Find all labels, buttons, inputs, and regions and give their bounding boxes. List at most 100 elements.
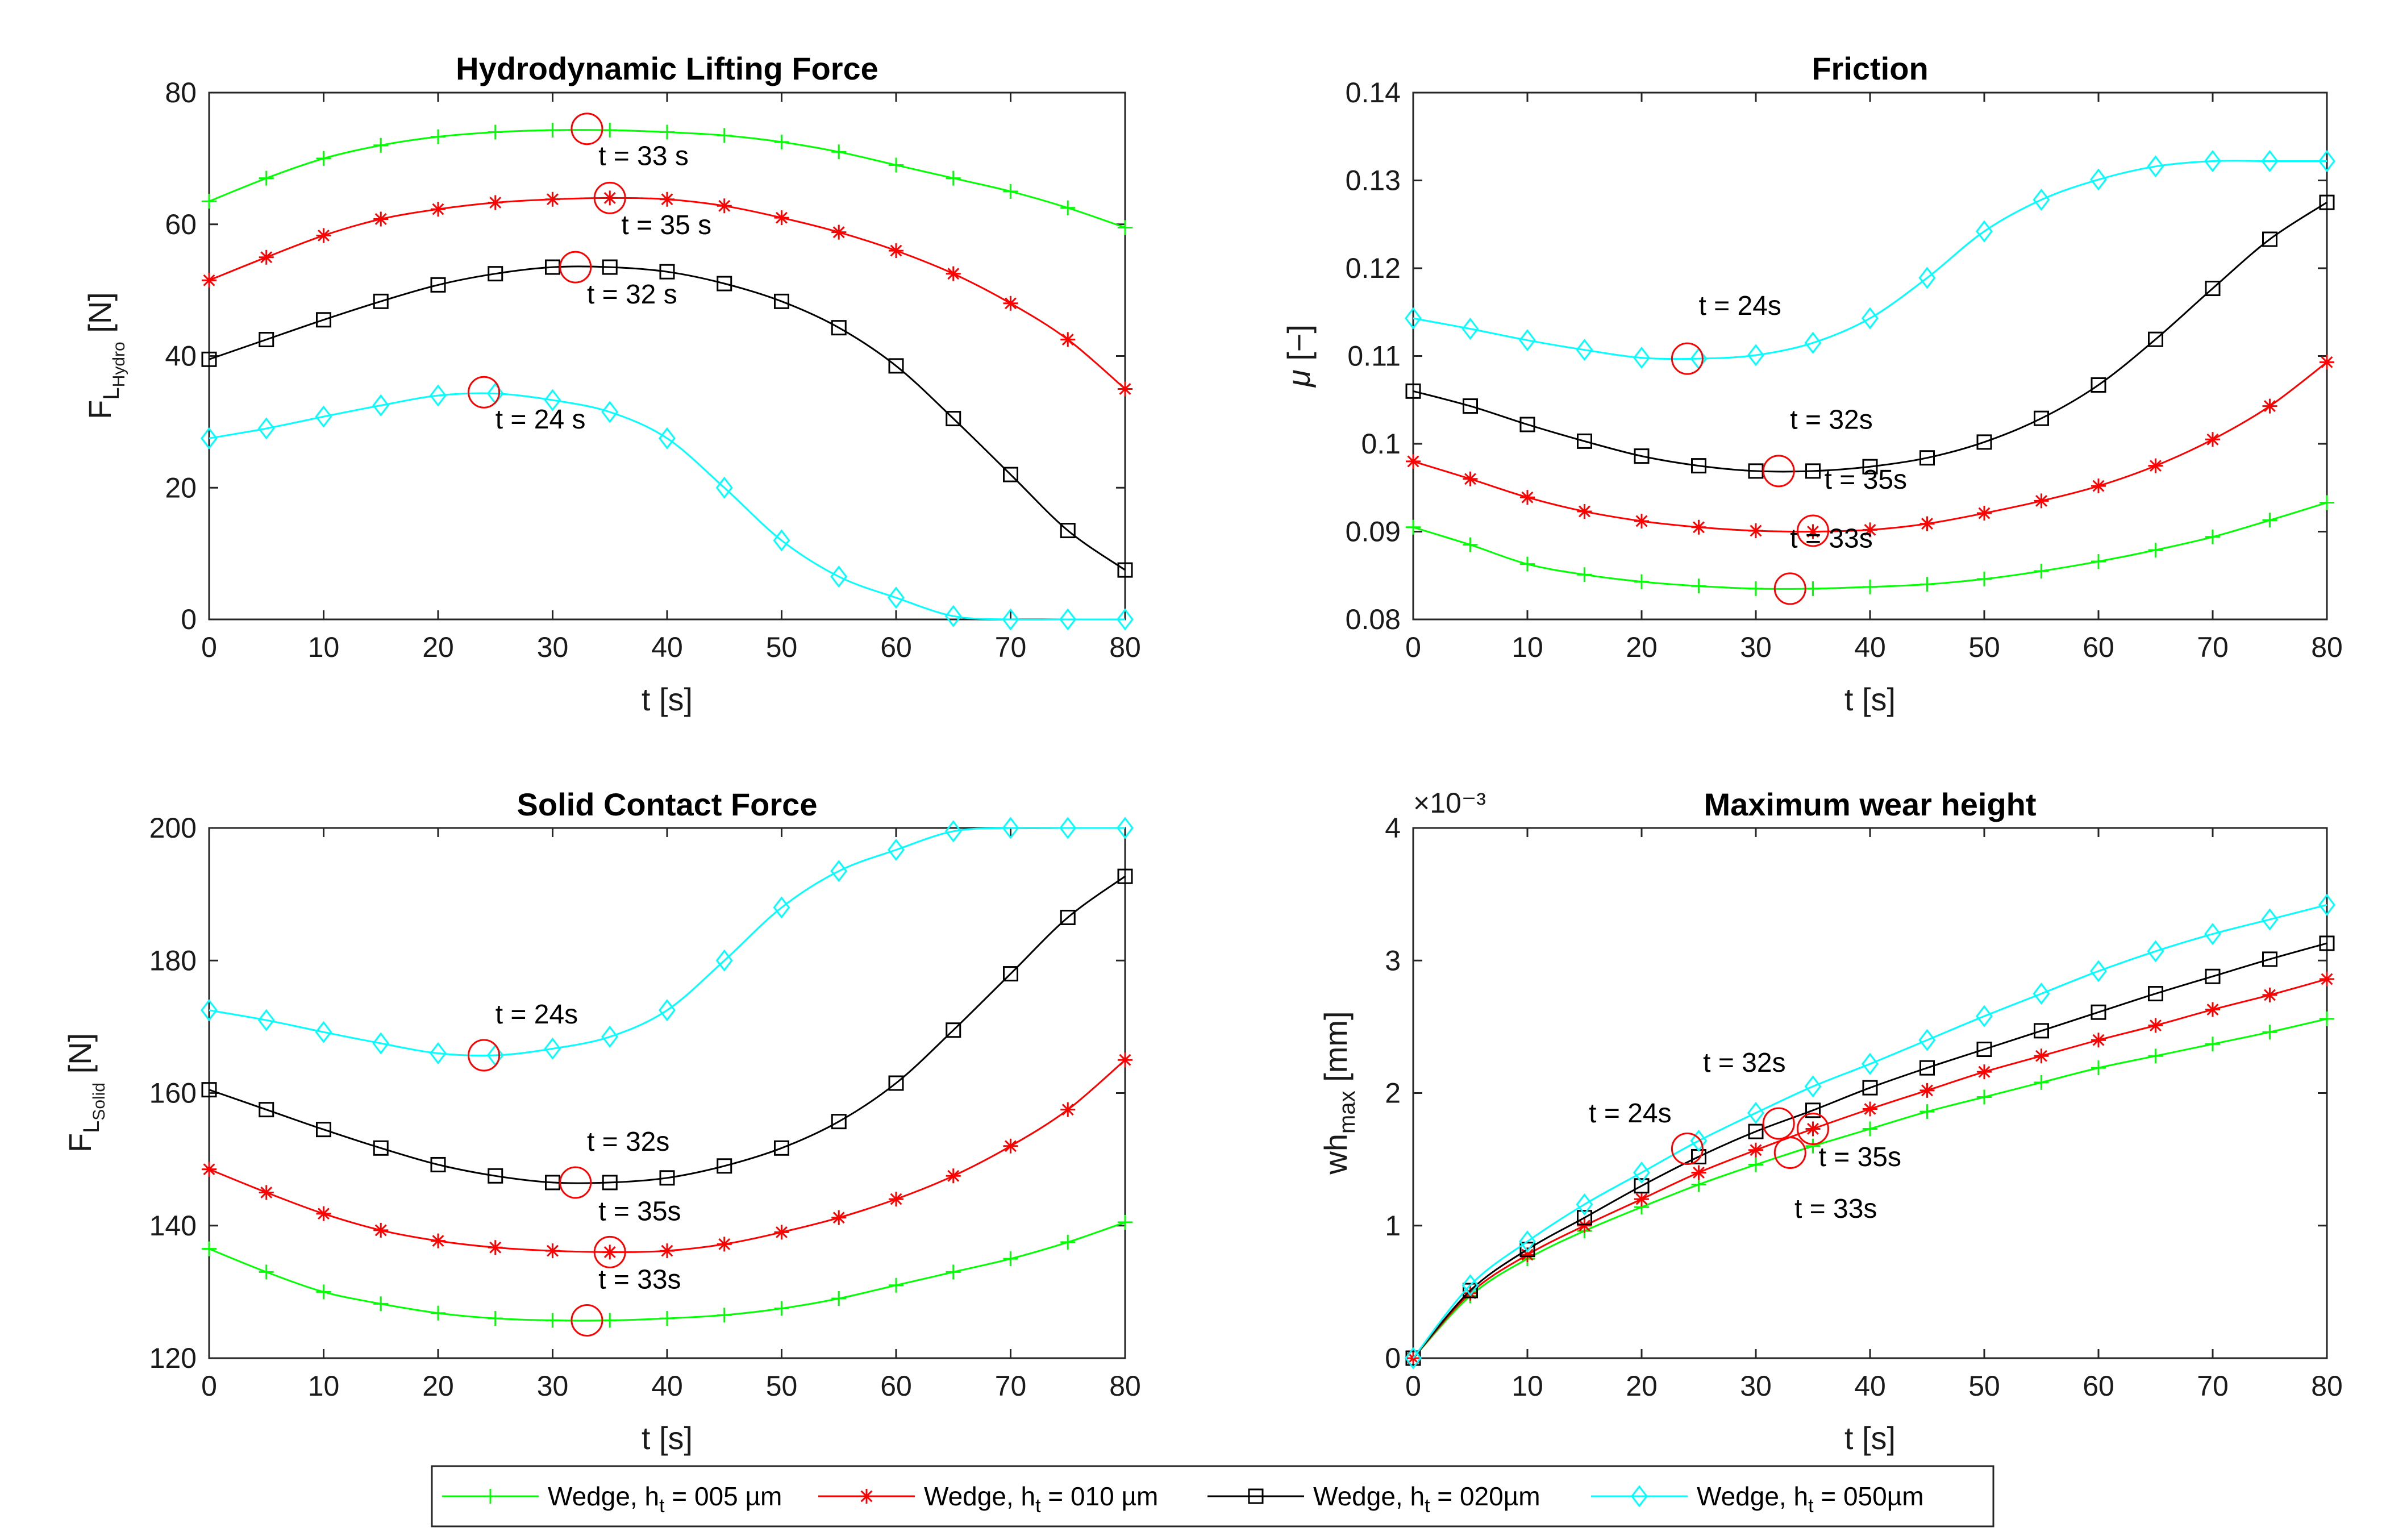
y-tick-label: 4 [1385,812,1401,844]
data-point [2320,971,2334,987]
data-point [1059,608,1077,631]
data-point [1463,1285,1478,1301]
y-axis-ticks: 0 1 2 3 4 [1385,812,2327,1374]
optimum-label: t = 33s [1794,1194,1877,1224]
data-point [1406,453,1421,469]
optimum-label: t = 35s [1825,465,1907,495]
x-axis-ticks: 0 10 20 30 40 50 60 70 80 [1405,828,2343,1402]
data-point [1520,490,1535,505]
x-tick-label: 60 [880,631,912,663]
data-point [545,1313,560,1328]
y-tick-label: 2 [1385,1077,1401,1109]
optimum-label: t = 32s [587,1127,669,1157]
data-point [1060,332,1076,347]
data-point [889,1277,903,1293]
series-2 [202,190,1132,397]
data-point [1634,574,1649,589]
data-point [373,293,389,309]
series-line [1412,904,2327,1359]
data-point [2091,1060,2106,1076]
x-tick-label: 0 [1405,1370,1421,1402]
data-point [888,1075,904,1091]
data-point [2033,189,2050,211]
x-tick-label: 10 [1511,1370,1543,1402]
x-tick-label: 10 [1511,631,1543,663]
data-point [1633,347,1650,369]
data-point [2091,554,2106,569]
data-point [660,1311,674,1326]
data-point [774,134,789,149]
data-point [1003,1251,1018,1267]
data-point [373,211,389,227]
series-line [209,827,1125,1057]
data-point [545,192,560,207]
data-point [1117,562,1133,578]
data-point [1577,1210,1592,1226]
series-line [1412,942,2327,1359]
data-point [946,411,961,427]
optimum-circle [1671,342,1704,375]
data-point [2261,908,2279,931]
data-point [715,476,733,499]
data-point [1060,200,1076,215]
annotations: t = 33 s t = 35 s t = 32 s t = 24 s [468,113,711,435]
data-point [1805,581,1821,596]
data-point [1002,608,1019,631]
legend-label: Wedge, ht = 050µm [1697,1481,1924,1517]
data-point [1804,331,1822,354]
data-point [1577,433,1592,449]
data-point [715,949,733,972]
series-line [209,875,1126,1184]
data-point [373,1140,389,1156]
annotations: t = 24s t = 32s t = 35s t = 33s [468,1000,681,1337]
data-point [2034,493,2049,509]
data-point [1691,519,1706,535]
y-tick-label: 0.08 [1346,603,1401,635]
data-point [830,860,848,883]
data-point [1463,398,1478,414]
series-line [1413,201,2327,473]
data-point [1919,1060,1935,1076]
chart-title: Friction [1812,51,1928,86]
data-point [946,1264,961,1280]
optimum-circle [593,1235,626,1268]
y-tick-label: 0.09 [1346,516,1401,548]
x-axis-ticks: 0 10 20 30 40 50 60 70 80 [201,93,1141,663]
data-point [1805,1102,1821,1118]
data-point [1691,1165,1706,1180]
data-point [831,320,847,336]
data-point [1748,1123,1764,1139]
data-point [545,1243,560,1259]
data-point [2091,1033,2106,1048]
x-axis-label: t [s] [642,1420,693,1456]
data-point [944,605,962,627]
optimum-label: t = 33s [598,1265,681,1295]
data-point [717,1158,732,1174]
legend-entry-4: Wedge, ht = 050µm [1591,1481,1924,1517]
series-lines [1405,893,2335,1370]
data-point [946,170,961,186]
data-point [259,1102,274,1118]
data-point [660,192,674,207]
y-tick-label: 0.14 [1346,77,1401,109]
data-point [1748,1157,1763,1172]
data-point [2091,1004,2106,1020]
data-point [1633,1161,1650,1184]
data-point [2205,529,2220,544]
y-tick-label: 20 [165,472,197,503]
data-point [659,264,675,280]
y-tick-label: 0 [1385,1342,1401,1374]
data-point [2034,1023,2049,1039]
data-point [2205,1037,2220,1052]
x-axis-ticks: 0 10 20 30 40 50 60 70 80 [1405,93,2343,663]
data-point [888,358,904,374]
optimum-label: t = 32 s [587,280,677,310]
data-point [430,384,447,407]
data-point [774,293,789,309]
optimum-label: t = 32s [1790,405,1872,435]
data-point [1519,417,1535,432]
data-point [316,151,331,166]
data-point [1118,220,1132,235]
data-point [316,228,331,243]
